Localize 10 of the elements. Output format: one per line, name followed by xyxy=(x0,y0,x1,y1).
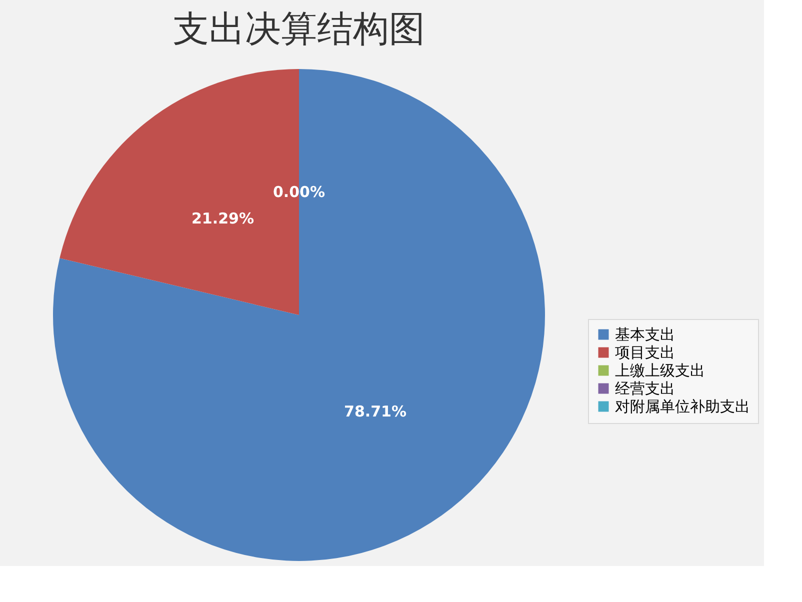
data-label: 78.71% xyxy=(344,402,407,420)
data-label: 21.29% xyxy=(191,210,254,228)
pie-slice xyxy=(53,69,545,561)
chart-title: 支出决算结构图 xyxy=(173,9,425,50)
legend-label: 基本支出 xyxy=(615,326,675,344)
legend-label: 对附属单位补助支出 xyxy=(615,398,750,416)
text: 0.00% xyxy=(272,183,326,201)
legend-label: 上缴上级支出 xyxy=(615,362,705,380)
legend-label: 项目支出 xyxy=(615,344,675,362)
legend-label: 经营支出 xyxy=(615,380,675,398)
